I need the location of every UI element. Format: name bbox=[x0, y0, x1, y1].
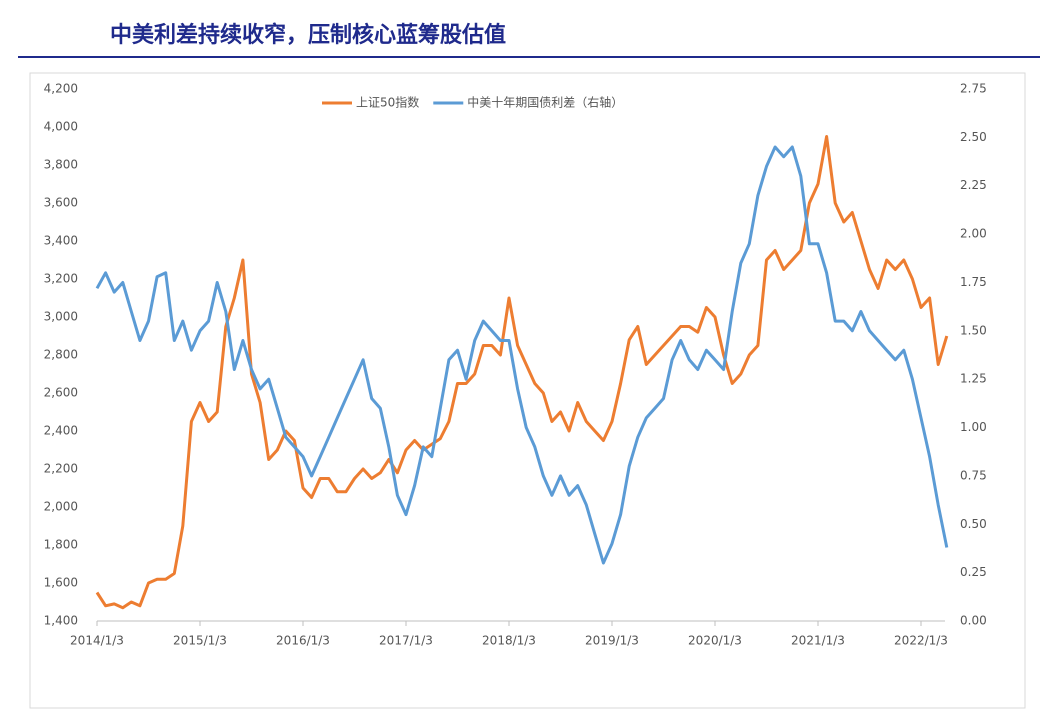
legend-label: 中美十年期国债利差（右轴） bbox=[467, 95, 623, 110]
y2-tick-label: 0.25 bbox=[960, 565, 987, 579]
y-tick-label: 4,000 bbox=[44, 120, 78, 134]
x-tick-label: 2021/1/3 bbox=[791, 634, 845, 648]
y2-tick-label: 2.50 bbox=[960, 130, 987, 144]
x-tick-label: 2018/1/3 bbox=[482, 634, 536, 648]
y2-tick-label: 1.75 bbox=[960, 275, 987, 289]
y2-tick-label: 2.75 bbox=[960, 82, 987, 96]
y2-tick-label: 0.75 bbox=[960, 468, 987, 482]
y-tick-label: 3,800 bbox=[44, 158, 78, 172]
y-tick-label: 3,600 bbox=[44, 196, 78, 210]
y-tick-label: 2,000 bbox=[44, 500, 78, 514]
y2-tick-label: 0.50 bbox=[960, 517, 987, 531]
series-line bbox=[95, 145, 949, 565]
x-tick-label: 2015/1/3 bbox=[173, 634, 227, 648]
y2-tick-label: 2.25 bbox=[960, 178, 987, 192]
x-tick-label: 2017/1/3 bbox=[379, 634, 433, 648]
y-tick-label: 2,400 bbox=[44, 424, 78, 438]
y2-tick-label: 0.00 bbox=[960, 614, 987, 628]
y-tick-label: 1,800 bbox=[44, 538, 78, 552]
x-tick-label: 2022/1/3 bbox=[894, 634, 948, 648]
x-tick-label: 2019/1/3 bbox=[585, 634, 639, 648]
y2-tick-label: 1.50 bbox=[960, 323, 987, 337]
y-tick-label: 3,000 bbox=[44, 310, 78, 324]
legend-label: 上证50指数 bbox=[356, 95, 419, 110]
chart-title: 中美利差持续收窄，压制核心蓝筹股估值 bbox=[110, 22, 506, 48]
x-tick-label: 2014/1/3 bbox=[70, 634, 124, 648]
y-tick-label: 2,600 bbox=[44, 386, 78, 400]
series-line bbox=[95, 135, 949, 610]
chart-frame bbox=[29, 72, 1026, 709]
y2-tick-label: 1.25 bbox=[960, 372, 987, 386]
y-tick-label: 2,800 bbox=[44, 348, 78, 362]
y-tick-label: 1,600 bbox=[44, 576, 78, 590]
x-tick-label: 2016/1/3 bbox=[276, 634, 330, 648]
y2-tick-label: 2.00 bbox=[960, 227, 987, 241]
y2-tick-label: 1.00 bbox=[960, 420, 987, 434]
y-tick-label: 3,400 bbox=[44, 234, 78, 248]
y-tick-label: 2,200 bbox=[44, 462, 78, 476]
y-tick-label: 1,400 bbox=[44, 614, 78, 628]
x-tick-label: 2020/1/3 bbox=[688, 634, 742, 648]
y-tick-label: 3,200 bbox=[44, 272, 78, 286]
y-tick-label: 4,200 bbox=[44, 82, 78, 96]
